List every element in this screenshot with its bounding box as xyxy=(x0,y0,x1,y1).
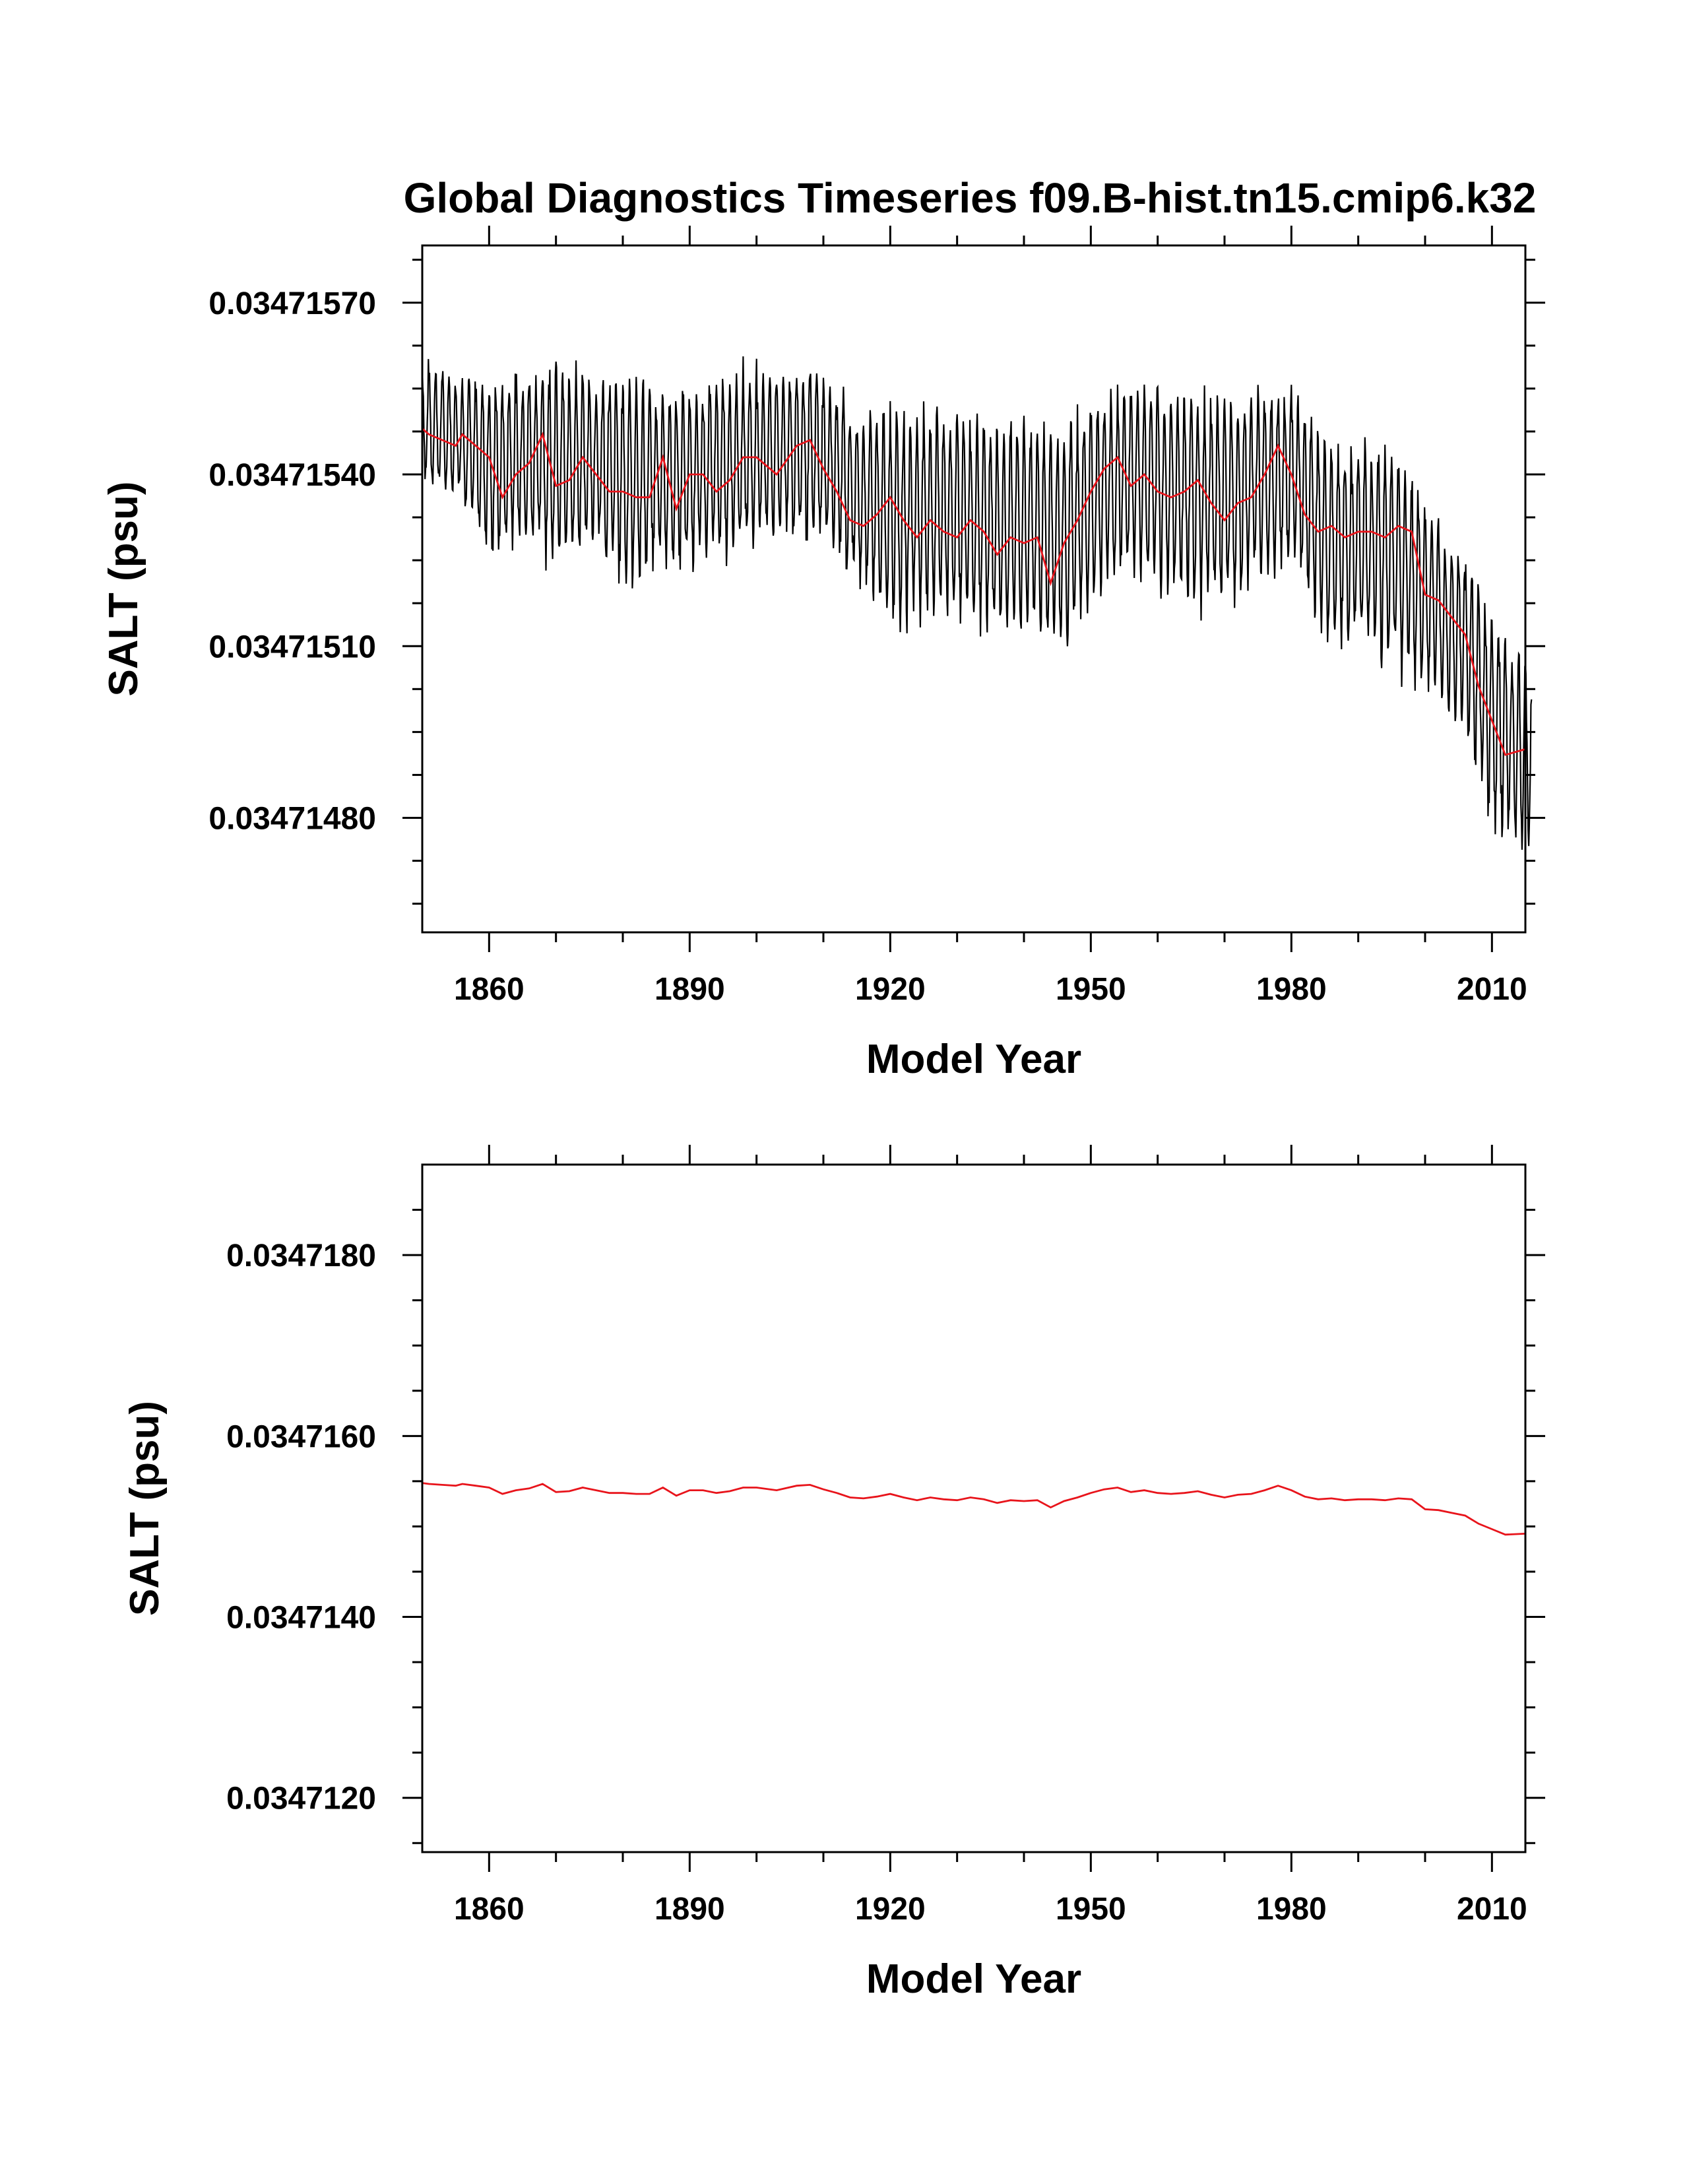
y-axis-title: SALT (psu) xyxy=(122,1401,168,1616)
annual-series xyxy=(422,1482,1526,1536)
x-tick-label: 1860 xyxy=(454,972,525,1007)
y-tick-label: 0.0347160 xyxy=(226,1419,376,1454)
x-tick-label: 1890 xyxy=(654,972,725,1007)
y-tick-label: 0.0347120 xyxy=(226,1782,376,1816)
y-tick-label: 0.03471510 xyxy=(208,629,376,664)
x-tick-label: 1980 xyxy=(1256,972,1327,1007)
axes-bottom: 1860 1890 1920 1950 1980 2010 0.0347180 0.03471… xyxy=(122,1145,1545,2002)
annual-series xyxy=(422,428,1526,756)
y-tick-label: 0.0347140 xyxy=(226,1601,376,1636)
x-axis-title: Model Year xyxy=(866,1956,1081,2002)
panel-top: 1860 1890 1920 1950 1980 2010 0.03471570 0.0347… xyxy=(101,226,1545,1082)
x-tick-label: 1950 xyxy=(1056,972,1126,1007)
x-axis-title: Model Year xyxy=(866,1037,1081,1082)
annual-mean-line xyxy=(422,428,1526,756)
monthly-series xyxy=(421,356,1533,850)
x-tick-label: 1950 xyxy=(1056,1892,1126,1927)
x-tick-label: 1890 xyxy=(654,1892,725,1927)
monthly-line xyxy=(421,356,1533,850)
x-tick-label: 1920 xyxy=(855,972,926,1007)
x-tick-label: 2010 xyxy=(1457,1892,1527,1927)
x-tick-label: 1980 xyxy=(1256,1892,1327,1927)
figure-title: Global Diagnostics Timeseries f09.B-hist… xyxy=(404,174,1537,222)
annual-mean-line xyxy=(422,1482,1526,1536)
y-tick-label: 0.03471480 xyxy=(208,802,376,837)
axes-top: 1860 1890 1920 1950 1980 2010 0.03471570 0.0347… xyxy=(101,226,1545,1082)
x-tick-label: 1920 xyxy=(855,1892,926,1927)
y-tick-label: 0.03471570 xyxy=(208,286,376,321)
plot-frame xyxy=(421,1163,1527,1853)
plot-frame xyxy=(421,244,1527,934)
panel-bottom: 1860 1890 1920 1950 1980 2010 0.0347180 0.03471… xyxy=(122,1145,1545,2002)
x-tick-label: 2010 xyxy=(1457,972,1527,1007)
x-tick-label: 1860 xyxy=(454,1892,525,1927)
y-tick-label: 0.03471540 xyxy=(208,458,376,493)
y-axis-title: SALT (psu) xyxy=(101,481,146,696)
y-tick-label: 0.0347180 xyxy=(226,1238,376,1273)
